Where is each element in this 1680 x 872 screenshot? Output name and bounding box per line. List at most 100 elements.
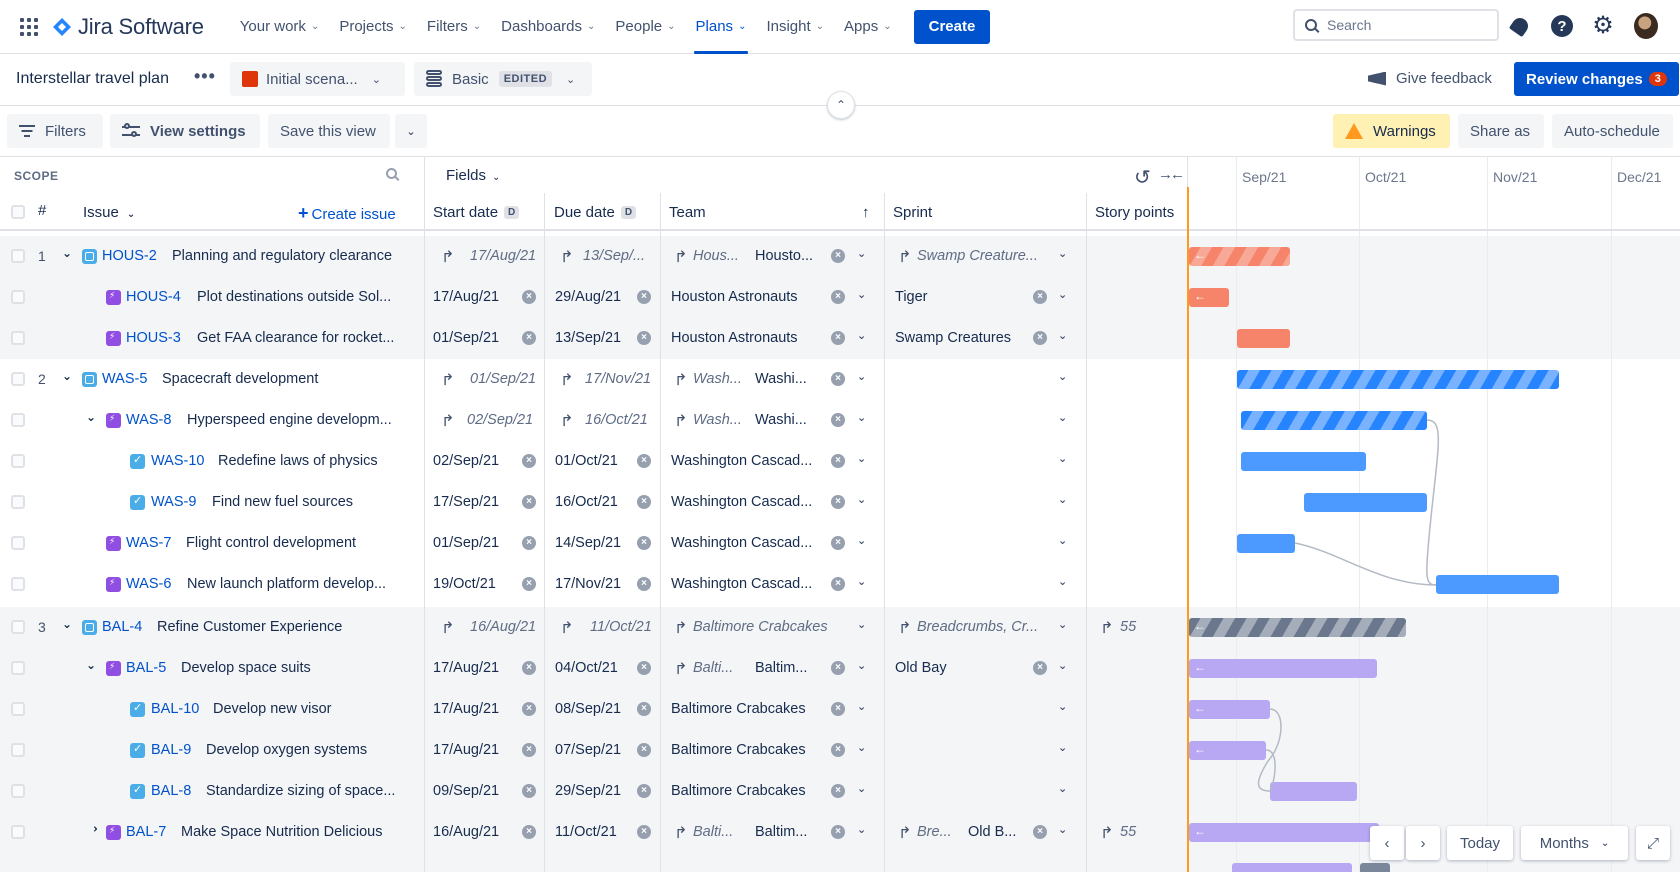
- clear-icon[interactable]: ×: [831, 702, 845, 716]
- team-rollup[interactable]: Baltimore Crabcakes: [693, 619, 828, 635]
- timeline-bar[interactable]: [1241, 411, 1427, 430]
- team-value[interactable]: Baltim...: [755, 824, 808, 840]
- story-points[interactable]: 55: [1120, 619, 1137, 635]
- nav-filters[interactable]: Filters ⌄: [417, 0, 491, 54]
- issue-title[interactable]: Develop new visor: [213, 701, 332, 717]
- row-checkbox[interactable]: [11, 784, 25, 798]
- clear-icon[interactable]: ×: [637, 702, 651, 716]
- sprint-value[interactable]: Old Bay: [895, 660, 947, 676]
- clear-icon[interactable]: ×: [831, 331, 845, 345]
- chevron-down-icon[interactable]: ⌄: [857, 824, 867, 836]
- start-date[interactable]: 17/Sep/21: [433, 494, 500, 510]
- row-checkbox[interactable]: [11, 661, 25, 675]
- clear-icon[interactable]: ×: [831, 454, 845, 468]
- row-checkbox[interactable]: [11, 454, 25, 468]
- review-changes-button[interactable]: Review changes 3: [1514, 62, 1679, 96]
- clear-icon[interactable]: ×: [522, 577, 536, 591]
- issue-column-header[interactable]: Issue ⌄: [83, 204, 135, 221]
- select-all-checkbox[interactable]: [11, 205, 25, 219]
- clear-icon[interactable]: ×: [522, 495, 536, 509]
- clear-icon[interactable]: ×: [522, 784, 536, 798]
- issue-title[interactable]: Develop space suits: [181, 660, 311, 676]
- start-date[interactable]: 02/Sep/21: [467, 412, 534, 428]
- table-row[interactable]: 1 ⌄ HOUS-2 Planning and regulatory clear…: [0, 236, 1680, 277]
- due-date[interactable]: 17/Nov/21: [555, 576, 622, 592]
- story-points-header[interactable]: Story points: [1095, 204, 1175, 221]
- row-checkbox[interactable]: [11, 702, 25, 716]
- sprint-value[interactable]: Old B...: [968, 824, 1017, 840]
- issue-key[interactable]: WAS-5: [102, 371, 148, 387]
- expand-chevron-icon[interactable]: ⌄: [62, 617, 73, 631]
- chevron-down-icon[interactable]: ⌄: [1058, 289, 1068, 301]
- chevron-down-icon[interactable]: ⌄: [857, 576, 867, 588]
- clear-icon[interactable]: ×: [831, 825, 845, 839]
- jira-logo[interactable]: Jira Software: [52, 14, 204, 40]
- chevron-down-icon[interactable]: ⌄: [1058, 248, 1068, 260]
- table-row[interactable]: BAL-9 Develop oxygen systems 17/Aug/21 ×…: [0, 730, 1680, 771]
- due-date[interactable]: 16/Oct/21: [585, 412, 648, 428]
- clear-icon[interactable]: ×: [831, 290, 845, 304]
- due-date[interactable]: 14/Sep/21: [555, 535, 622, 551]
- table-row[interactable]: ⌄ BAL-7 Make Space Nutrition Delicious 1…: [0, 812, 1680, 853]
- create-issue-button[interactable]: + Create issue: [298, 203, 396, 224]
- issue-key[interactable]: WAS-8: [126, 412, 172, 428]
- start-date[interactable]: 16/Aug/21: [433, 824, 500, 840]
- start-date[interactable]: 02/Sep/21: [433, 453, 500, 469]
- clear-icon[interactable]: ×: [522, 290, 536, 304]
- sprint-value[interactable]: Swamp Creatures: [895, 330, 1012, 346]
- app-switcher-icon[interactable]: [20, 17, 38, 36]
- clear-icon[interactable]: ×: [637, 495, 651, 509]
- nav-people[interactable]: People ⌄: [605, 0, 685, 54]
- fullscreen-icon[interactable]: ⤢: [1636, 826, 1670, 860]
- clear-icon[interactable]: ×: [831, 413, 845, 427]
- more-actions-icon[interactable]: •••: [194, 66, 216, 86]
- table-row[interactable]: HOUS-3 Get FAA clearance for rocket... 0…: [0, 318, 1680, 359]
- issue-key[interactable]: BAL-9: [151, 742, 192, 758]
- issue-title[interactable]: Find new fuel sources: [212, 494, 354, 510]
- clear-icon[interactable]: ×: [522, 743, 536, 757]
- timeline-bar[interactable]: ←: [1189, 823, 1379, 842]
- warnings-button[interactable]: Warnings: [1333, 114, 1450, 148]
- chevron-down-icon[interactable]: ⌄: [857, 371, 867, 383]
- start-date[interactable]: 19/Oct/21: [433, 576, 496, 592]
- view-settings-button[interactable]: View settings: [110, 114, 260, 148]
- due-date[interactable]: 16/Oct/21: [555, 494, 618, 510]
- clear-icon[interactable]: ×: [831, 784, 845, 798]
- team-value[interactable]: Washington Cascad...: [671, 494, 813, 510]
- start-date[interactable]: 17/Aug/21: [433, 660, 500, 676]
- search-input[interactable]: Search: [1293, 9, 1499, 41]
- team-value[interactable]: Washi...: [755, 412, 807, 428]
- due-date[interactable]: 08/Sep/21: [555, 701, 622, 717]
- issue-title[interactable]: Spacecraft development: [162, 371, 319, 387]
- chevron-down-icon[interactable]: ⌄: [857, 412, 867, 424]
- chevron-down-icon[interactable]: ⌄: [857, 742, 867, 754]
- fields-menu[interactable]: Fields ⌄: [446, 167, 500, 184]
- timeline-bar[interactable]: ←: [1189, 659, 1377, 678]
- due-date[interactable]: 17/Nov/21: [585, 371, 652, 387]
- clear-icon[interactable]: ×: [831, 577, 845, 591]
- due-date[interactable]: 11/Oct/21: [555, 824, 617, 840]
- nav-projects[interactable]: Projects ⌄: [329, 0, 417, 54]
- view-select[interactable]: Basic EDITED ⌄: [414, 62, 592, 96]
- expand-chevron-icon[interactable]: ⌄: [86, 823, 101, 835]
- start-date[interactable]: 17/Aug/21: [470, 248, 537, 264]
- clear-icon[interactable]: ×: [831, 536, 845, 550]
- due-date[interactable]: 07/Sep/21: [555, 742, 622, 758]
- table-row[interactable]: ⌄ WAS-8 Hyperspeed engine developm... ↱ …: [0, 400, 1680, 441]
- row-checkbox[interactable]: [11, 249, 25, 263]
- row-checkbox[interactable]: [11, 495, 25, 509]
- team-value[interactable]: Washington Cascad...: [671, 576, 813, 592]
- auto-schedule-button[interactable]: Auto-schedule: [1552, 114, 1673, 148]
- team-value[interactable]: Houston Astronauts: [671, 330, 798, 346]
- chevron-down-icon[interactable]: ⌄: [1058, 783, 1068, 795]
- issue-title[interactable]: Standardize sizing of space...: [206, 783, 396, 799]
- team-value[interactable]: Baltim...: [755, 660, 808, 676]
- scroll-left-icon[interactable]: ‹: [1370, 826, 1404, 860]
- chevron-down-icon[interactable]: ⌄: [857, 494, 867, 506]
- scenario-select[interactable]: Initial scena... ⌄: [230, 62, 405, 96]
- chevron-down-icon[interactable]: ⌄: [1058, 535, 1068, 547]
- issue-key[interactable]: HOUS-4: [126, 289, 181, 305]
- issue-title[interactable]: Flight control development: [186, 535, 357, 551]
- chevron-down-icon[interactable]: ⌄: [857, 289, 867, 301]
- timeline-bar[interactable]: ←: [1189, 288, 1229, 307]
